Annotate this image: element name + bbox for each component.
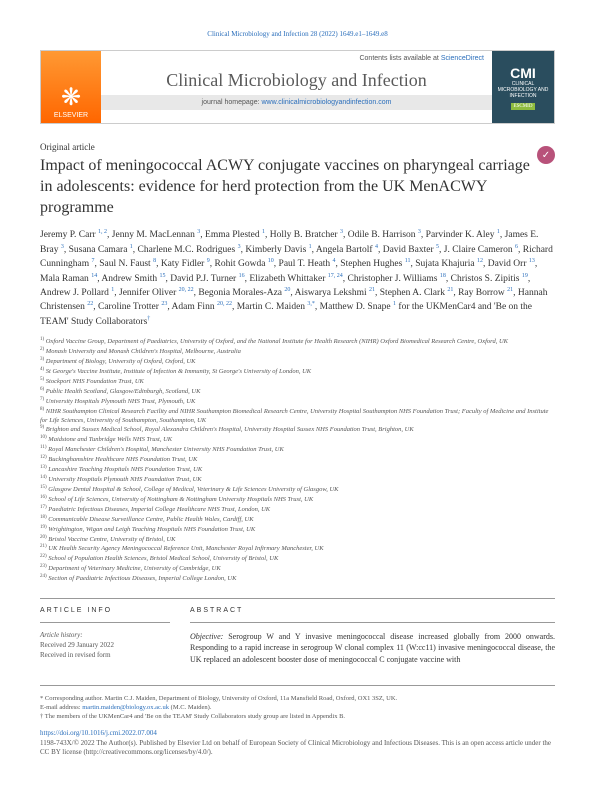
affiliation-item: 4) St George's Vaccine Institute, Instit… bbox=[40, 367, 555, 377]
corresponding-author: * Corresponding author. Martin C.J. Maid… bbox=[40, 694, 555, 703]
crossmark-icon[interactable]: ✓ bbox=[537, 146, 555, 164]
publisher-logo: ❋ ELSEVIER bbox=[41, 51, 101, 123]
homepage-line: journal homepage: www.clinicalmicrobiolo… bbox=[101, 95, 492, 110]
journal-title: Clinical Microbiology and Infection bbox=[101, 66, 492, 95]
sciencedirect-link[interactable]: ScienceDirect bbox=[441, 55, 484, 62]
affiliation-item: 18) Communicable Disease Surveillance Ce… bbox=[40, 515, 555, 525]
affiliation-item: 3) Department of Biology, University of … bbox=[40, 357, 555, 367]
affiliation-item: 1) Oxford Vaccine Group, Department of P… bbox=[40, 337, 555, 347]
affiliation-item: 19) Wrightington, Wigan and Leigh Teachi… bbox=[40, 525, 555, 535]
journal-cover-logo: CMI CLINICAL MICROBIOLOGY AND INFECTION … bbox=[492, 51, 554, 123]
affiliation-item: 17) Paediatric Infectious Diseases, Impe… bbox=[40, 505, 555, 515]
affiliation-item: 12) Buckinghamshire Healthcare NHS Found… bbox=[40, 455, 555, 465]
affiliation-item: 14) University Hospitals Plymouth NHS Fo… bbox=[40, 475, 555, 485]
author-list: Jeremy P. Carr 1, 2, Jenny M. MacLennan … bbox=[40, 228, 555, 329]
affiliation-item: 15) Glasgow Dental Hospital & School, Co… bbox=[40, 485, 555, 495]
article-history: Article history: Received 29 January 202… bbox=[40, 631, 170, 660]
contents-line: Contents lists available at ScienceDirec… bbox=[101, 51, 492, 66]
affiliation-item: 23) Department of Veterinary Medicine, U… bbox=[40, 564, 555, 574]
affiliation-item: 13) Lancashire Teaching Hospitals NHS Fo… bbox=[40, 465, 555, 475]
affiliation-item: 2) Monash University and Monash Children… bbox=[40, 347, 555, 357]
abstract-text: Objective: Serogroup W and Y invasive me… bbox=[190, 631, 555, 665]
affiliation-item: 20) Bristol Vaccine Centre, University o… bbox=[40, 535, 555, 545]
affiliation-item: 8) NIHR Southampton Clinical Research Fa… bbox=[40, 407, 555, 426]
affiliation-item: 16) School of Life Sciences, University … bbox=[40, 495, 555, 505]
affiliation-item: 7) University Hospitals Plymouth NHS Tru… bbox=[40, 397, 555, 407]
article-info-heading: ARTICLE INFO bbox=[40, 607, 170, 614]
affiliation-list: 1) Oxford Vaccine Group, Department of P… bbox=[40, 337, 555, 584]
doi-link[interactable]: https://doi.org/10.1016/j.cmi.2022.07.00… bbox=[40, 729, 157, 737]
email-line: E-mail address: martin.maiden@biology.ox… bbox=[40, 703, 555, 712]
abstract-heading: ABSTRACT bbox=[190, 607, 555, 614]
affiliation-item: 5) Stockport NHS Foundation Trust, UK bbox=[40, 377, 555, 387]
page-footer: * Corresponding author. Martin C.J. Maid… bbox=[40, 685, 555, 757]
homepage-link[interactable]: www.clinicalmicrobiologyandinfection.com bbox=[261, 99, 391, 106]
article-title: Impact of meningococcal ACWY conjugate v… bbox=[40, 156, 555, 218]
affiliation-item: 24) Section of Paediatric Infectious Dis… bbox=[40, 574, 555, 584]
cmi-subtitle: CLINICAL MICROBIOLOGY AND INFECTION bbox=[492, 81, 554, 99]
running-head: Clinical Microbiology and Infection 28 (… bbox=[40, 30, 555, 38]
publisher-name: ELSEVIER bbox=[54, 112, 88, 119]
affiliation-item: 22) School of Population Health Sciences… bbox=[40, 554, 555, 564]
affiliation-item: 9) Brighton and Sussex Medical School, R… bbox=[40, 425, 555, 435]
article-type: Original article bbox=[40, 142, 555, 152]
affiliation-item: 21) UK Health Security Agency Meningococ… bbox=[40, 544, 555, 554]
elsevier-tree-icon: ❋ bbox=[61, 83, 81, 112]
affiliation-item: 11) Royal Manchester Children's Hospital… bbox=[40, 445, 555, 455]
collaborators-note: † The members of the UKMenCar4 and 'Be o… bbox=[40, 712, 555, 721]
cmi-abbr: CMI bbox=[510, 65, 536, 81]
affiliation-item: 10) Maidstone and Tunbridge Wells NHS Tr… bbox=[40, 435, 555, 445]
journal-masthead: ❋ ELSEVIER Contents lists available at S… bbox=[40, 50, 555, 124]
escmid-badge: ESCMID bbox=[511, 103, 536, 110]
affiliation-item: 6) Public Health Scotland, Glasgow/Edinb… bbox=[40, 387, 555, 397]
email-link[interactable]: martin.maiden@biology.ox.ac.uk bbox=[82, 704, 169, 711]
copyright: 1198-743X/© 2022 The Author(s). Publishe… bbox=[40, 739, 555, 757]
